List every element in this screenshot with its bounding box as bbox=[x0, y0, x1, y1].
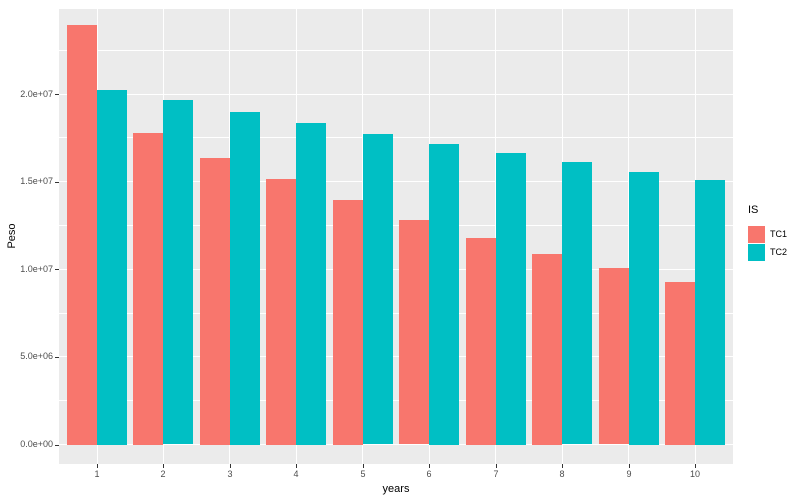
minor-gridline bbox=[59, 137, 733, 138]
bar-tc1-year-5 bbox=[333, 200, 363, 445]
minor-gridline bbox=[59, 225, 733, 226]
bar-tc2-year-1 bbox=[97, 90, 127, 445]
bar-tc1-year-6 bbox=[399, 220, 429, 444]
bar-tc2-year-8 bbox=[562, 162, 592, 444]
x-tick-mark bbox=[562, 464, 563, 468]
major-gridline-vertical bbox=[495, 9, 496, 464]
x-tick-mark bbox=[363, 464, 364, 468]
x-tick-mark bbox=[230, 464, 231, 468]
x-tick-label: 6 bbox=[426, 469, 432, 479]
y-tick-label: 1.0e+07 bbox=[20, 264, 53, 274]
minor-gridline bbox=[59, 313, 733, 314]
major-gridline bbox=[59, 356, 733, 357]
y-tick-label: 1.5e+07 bbox=[20, 176, 53, 186]
x-tick-mark bbox=[629, 464, 630, 468]
bar-tc1-year-9 bbox=[599, 268, 629, 444]
bar-tc2-year-9 bbox=[629, 172, 659, 445]
x-tick-mark bbox=[695, 464, 696, 468]
x-tick-mark bbox=[496, 464, 497, 468]
bar-tc1-year-8 bbox=[532, 254, 562, 445]
legend-key-label: TC1 bbox=[770, 229, 788, 239]
x-tick-label: 3 bbox=[227, 469, 233, 479]
y-tick-mark bbox=[55, 94, 59, 95]
x-tick-label: 4 bbox=[293, 469, 299, 479]
major-gridline bbox=[59, 444, 733, 445]
x-tick-label: 10 bbox=[689, 469, 700, 479]
bar-tc1-year-10 bbox=[665, 282, 695, 445]
legend: IS TC1 TC2 bbox=[748, 204, 787, 262]
legend-title: IS bbox=[748, 204, 759, 216]
x-tick-mark bbox=[163, 464, 164, 468]
x-tick-label: 7 bbox=[493, 469, 499, 479]
legend-swatch-icon bbox=[748, 226, 765, 243]
legend-swatch-icon bbox=[748, 244, 765, 261]
x-tick-mark bbox=[296, 464, 297, 468]
legend-keys: TC1 TC2 bbox=[748, 226, 787, 261]
bar-tc1-year-3 bbox=[200, 158, 230, 445]
bar-tc2-year-2 bbox=[163, 100, 193, 444]
bar-tc2-year-4 bbox=[296, 123, 326, 445]
major-gridline-vertical bbox=[628, 9, 629, 464]
plot-panel bbox=[59, 9, 733, 464]
x-tick-label: 1 bbox=[94, 469, 100, 479]
x-tick-mark bbox=[429, 464, 430, 468]
minor-gridline bbox=[59, 400, 733, 401]
y-tick-label: 2.0e+07 bbox=[20, 89, 53, 99]
bar-tc1-year-1 bbox=[67, 25, 97, 445]
y-tick-label: 0.0e+00 bbox=[20, 439, 53, 449]
y-tick-label: 5.0e+06 bbox=[20, 351, 53, 361]
y-tick-mark bbox=[55, 445, 59, 446]
bar-tc1-year-2 bbox=[133, 133, 163, 445]
y-axis-title: Peso bbox=[6, 223, 18, 249]
legend-key-tc2: TC2 bbox=[748, 244, 787, 261]
x-tick-mark bbox=[97, 464, 98, 468]
major-gridline bbox=[59, 94, 733, 95]
bar-tc2-year-7 bbox=[496, 153, 526, 445]
x-tick-label: 2 bbox=[160, 469, 166, 479]
bar-tc2-year-5 bbox=[363, 134, 393, 444]
legend-key-tc1: TC1 bbox=[748, 226, 787, 243]
bar-tc1-year-4 bbox=[266, 179, 296, 445]
x-axis-title: years bbox=[382, 483, 410, 495]
x-tick-label: 9 bbox=[626, 469, 632, 479]
y-tick-mark bbox=[55, 357, 59, 358]
major-gridline bbox=[59, 181, 733, 182]
y-tick-mark bbox=[55, 269, 59, 270]
x-tick-label: 5 bbox=[360, 469, 366, 479]
y-tick-mark bbox=[55, 182, 59, 183]
major-gridline bbox=[59, 269, 733, 270]
legend-key-label: TC2 bbox=[770, 247, 788, 257]
bar-tc1-year-7 bbox=[466, 238, 496, 445]
bar-tc2-year-3 bbox=[230, 112, 260, 445]
bar-tc2-year-10 bbox=[695, 180, 725, 445]
bar-tc2-year-6 bbox=[429, 144, 459, 445]
minor-gridline bbox=[59, 50, 733, 51]
x-tick-label: 8 bbox=[559, 469, 565, 479]
